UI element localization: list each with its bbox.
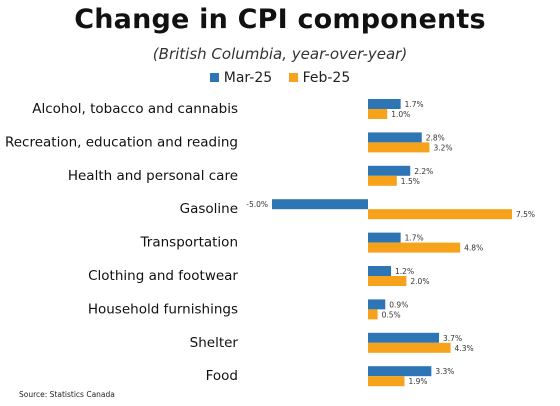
chart-subtitle: (British Columbia, year-over-year) [152, 45, 408, 63]
bar-mar-25-shelter [368, 332, 440, 343]
bar-feb-25-clothing-and-footwear [368, 276, 407, 286]
bar-feb-25-shelter [368, 342, 451, 353]
chart-title: Change in CPI components [74, 4, 486, 35]
data-label-mar-25-household-furnishings: 0.9% [389, 300, 408, 309]
bar-mar-25-recreation-education-and-reading [368, 132, 422, 143]
data-label-mar-25-clothing-and-footwear: 1.2% [395, 267, 414, 276]
category-label-clothing-and-footwear: Clothing and footwear [88, 268, 238, 284]
category-label-transportation: Transportation [140, 235, 238, 251]
data-label-mar-25-shelter: 3.7% [443, 334, 462, 343]
legend: Mar-25 Feb-25 [0, 70, 560, 86]
category-label-health-and-personal-care: Health and personal care [68, 168, 238, 184]
bar-mar-25-household-furnishings [368, 299, 386, 310]
category-label-recreation-education-and-reading: Recreation, education and reading [5, 134, 238, 150]
bar-mar-25-alcohol-tobacco-and-cannabis [368, 99, 401, 109]
bar-feb-25-transportation [368, 242, 461, 253]
data-label-feb-25-recreation-education-and-reading: 3.2% [433, 143, 452, 152]
category-label-household-furnishings: Household furnishings [88, 301, 238, 317]
legend-swatch-feb-25 [288, 73, 298, 82]
bar-mar-25-clothing-and-footwear [368, 266, 392, 276]
legend-label-feb-25: Feb-25 [302, 70, 351, 86]
source-note: Source: Statistics Canada [19, 390, 115, 399]
data-label-feb-25-gasoline: 7.5% [516, 210, 535, 219]
data-label-mar-25-health-and-personal-care: 2.2% [414, 167, 433, 176]
category-label-gasoline: Gasoline [180, 201, 238, 217]
category-label-alcohol-tobacco-and-cannabis: Alcohol, tobacco and cannabis [32, 101, 238, 117]
data-label-mar-25-gasoline: -5.0% [246, 200, 268, 209]
legend-label-mar-25: Mar-25 [223, 70, 273, 86]
category-label-shelter: Shelter [190, 335, 239, 351]
data-label-feb-25-household-furnishings: 0.5% [382, 310, 401, 319]
data-label-feb-25-food: 1.9% [408, 377, 427, 386]
bar-feb-25-food [368, 376, 405, 387]
bar-mar-25-gasoline [272, 199, 368, 210]
bar-mar-25-food [368, 366, 432, 377]
legend-item-mar-25: Mar-25 [209, 70, 273, 86]
data-label-feb-25-health-and-personal-care: 1.5% [401, 177, 420, 186]
bar-mar-25-transportation [368, 232, 401, 243]
legend-item-feb-25: Feb-25 [288, 70, 351, 86]
bar-feb-25-recreation-education-and-reading [368, 142, 430, 153]
bar-feb-25-health-and-personal-care [368, 175, 397, 186]
data-label-mar-25-recreation-education-and-reading: 2.8% [426, 133, 445, 142]
data-label-mar-25-food: 3.3% [435, 367, 454, 376]
data-label-feb-25-alcohol-tobacco-and-cannabis: 1.0% [391, 110, 410, 119]
data-label-mar-25-transportation: 1.7% [405, 234, 424, 243]
bar-feb-25-household-furnishings [368, 309, 378, 320]
bar-feb-25-alcohol-tobacco-and-cannabis [368, 109, 388, 119]
bar-mar-25-health-and-personal-care [368, 165, 411, 176]
category-label-food: Food [206, 368, 238, 384]
legend-swatch-mar-25 [209, 73, 219, 82]
data-label-feb-25-clothing-and-footwear: 2.0% [410, 277, 429, 286]
bar-feb-25-gasoline [368, 209, 512, 220]
data-label-feb-25-shelter: 4.3% [455, 344, 474, 353]
data-label-mar-25-alcohol-tobacco-and-cannabis: 1.7% [405, 100, 424, 109]
data-label-feb-25-transportation: 4.8% [464, 244, 483, 253]
